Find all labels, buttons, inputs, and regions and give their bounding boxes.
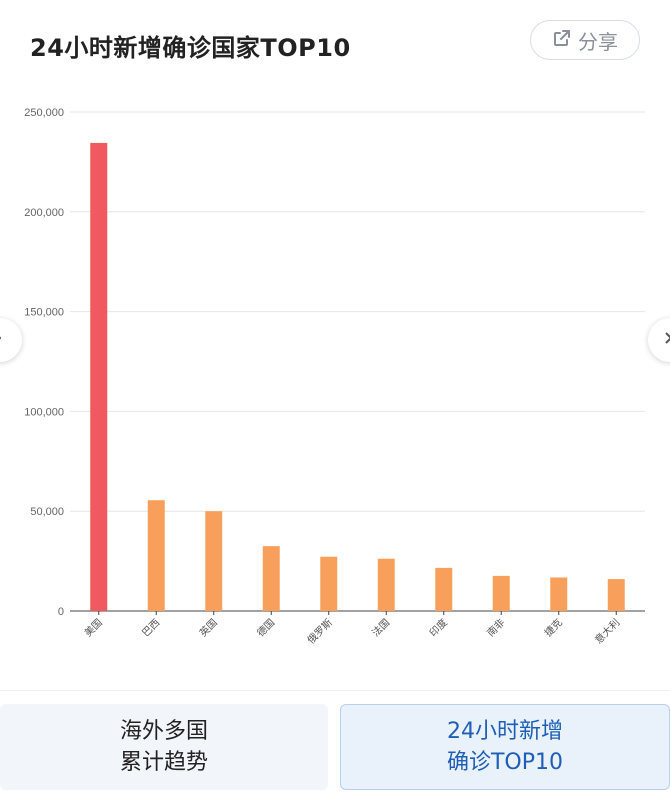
bar	[205, 511, 223, 611]
tab-label-line2: 累计趋势	[119, 750, 208, 775]
y-tick-label: 250,000	[24, 107, 64, 119]
y-tick-label: 200,000	[24, 207, 64, 219]
bar	[262, 546, 280, 611]
tab-label-line1: 海外多国	[119, 719, 208, 744]
tab-label-line1: 24小时新增	[447, 719, 563, 744]
x-tick-label: 法国	[369, 616, 392, 639]
x-tick-label: 捷克	[542, 616, 565, 639]
share-label: 分享	[578, 29, 618, 54]
x-tick-label: 英国	[197, 616, 220, 639]
x-tick-label: 德国	[254, 616, 277, 639]
x-tick-label: 俄罗斯	[304, 616, 334, 646]
x-tick-label: 南非	[484, 616, 507, 639]
bar	[607, 579, 625, 611]
bar	[377, 558, 395, 611]
y-tick-label: 150,000	[24, 307, 64, 319]
x-tick-label: 巴西	[140, 617, 163, 640]
next-arrow-button[interactable]	[648, 318, 670, 362]
bar	[435, 567, 453, 611]
chevron-left-icon	[0, 331, 7, 350]
tab-top10-new-cases[interactable]: 24小时新增 确诊TOP10	[340, 704, 670, 790]
chart-card: 24小时新增确诊国家TOP10 分享 0 50,000 100,000 150,000…	[0, 20, 670, 691]
prev-arrow-button[interactable]	[0, 318, 22, 362]
chevron-right-icon	[663, 331, 670, 350]
chart-title: 24小时新增确诊国家TOP10	[30, 34, 351, 62]
bar	[550, 577, 568, 611]
tab-bar: 海外多国 累计趋势 24小时新增 确诊TOP10	[0, 704, 670, 792]
bar	[492, 575, 510, 611]
x-tick-label: 印度	[427, 616, 450, 639]
y-tick-label: 100,000	[24, 406, 64, 418]
share-button[interactable]: 分享	[530, 20, 640, 60]
bar-chart: 0 50,000 100,000 150,000 200,000 250,000 美国 巴西 英…	[24, 107, 645, 646]
x-tick-label: 美国	[82, 616, 105, 639]
bar	[90, 142, 108, 612]
share-icon	[552, 28, 572, 53]
x-tick-label: 意大利	[592, 616, 622, 646]
bar	[320, 556, 338, 611]
tab-overseas-trend[interactable]: 海外多国 累计趋势	[0, 704, 328, 790]
bar	[147, 500, 165, 611]
y-tick-label: 0	[58, 606, 64, 618]
y-tick-label: 50,000	[30, 506, 64, 518]
tab-label-line2: 确诊TOP10	[446, 750, 564, 775]
